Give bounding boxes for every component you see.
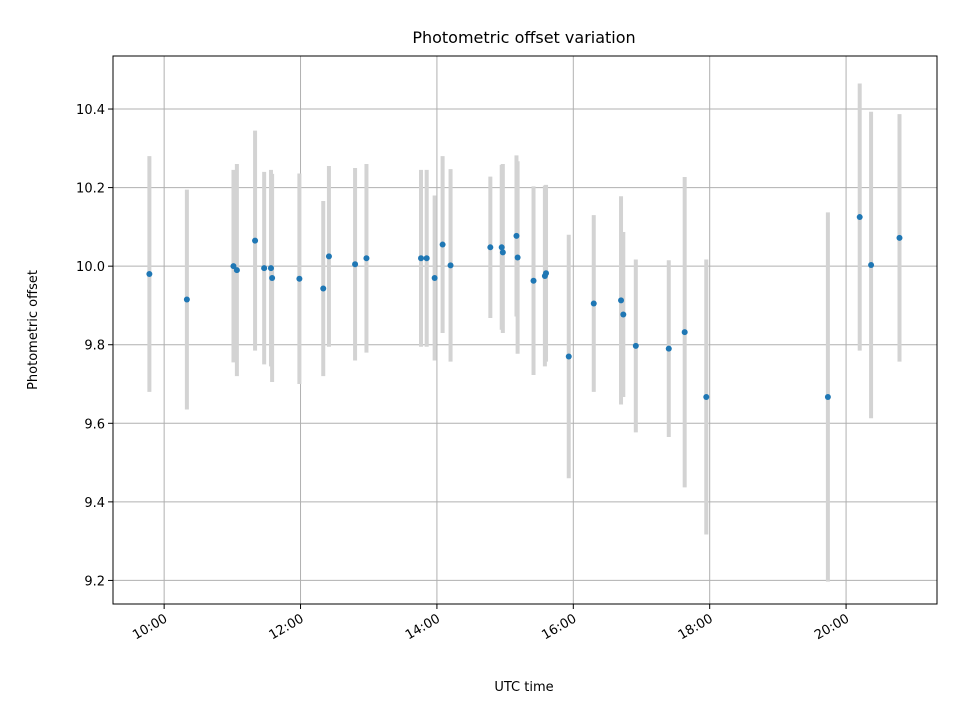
data-point <box>565 353 572 360</box>
x-axis-label: UTC time <box>494 680 553 695</box>
data-point <box>856 214 863 221</box>
data-point <box>543 270 550 277</box>
data-point <box>431 274 438 281</box>
y-axis-label: Photometric offset <box>26 270 41 390</box>
x-tick-label: 20:00 <box>812 611 852 643</box>
y-tick-label: 9.2 <box>84 574 105 589</box>
data-point <box>363 255 370 262</box>
y-tick-layer: 9.2 9.4 9.6 9.8 10.0 10.2 10.4 <box>76 103 113 589</box>
data-point <box>530 277 537 284</box>
data-point <box>447 262 454 269</box>
errorbar-layer <box>147 83 902 582</box>
data-point <box>267 265 274 272</box>
data-point <box>499 249 506 256</box>
plot-frame <box>112 55 938 605</box>
data-point <box>868 261 875 268</box>
data-point <box>620 311 627 318</box>
data-point <box>681 329 688 336</box>
data-point <box>418 255 425 262</box>
data-point <box>498 244 505 251</box>
data-point <box>325 253 332 260</box>
y-tick-label: 10.2 <box>76 182 105 197</box>
data-point <box>230 263 237 270</box>
y-tick-label: 9.8 <box>84 339 105 354</box>
data-point <box>665 345 672 352</box>
data-point <box>632 342 639 349</box>
data-point <box>269 274 276 281</box>
point-layer <box>146 214 903 400</box>
data-point <box>618 297 625 304</box>
data-point <box>183 296 190 303</box>
data-point <box>261 265 268 272</box>
data-point <box>233 267 240 274</box>
data-point <box>146 271 153 278</box>
data-point <box>252 237 259 244</box>
data-point <box>824 393 831 400</box>
grid-layer <box>113 56 937 604</box>
x-tick-label: 12:00 <box>267 611 307 643</box>
data-point <box>423 255 430 262</box>
data-point <box>590 300 597 307</box>
data-point <box>896 234 903 241</box>
data-point <box>352 261 359 268</box>
x-tick-label: 16:00 <box>539 611 579 643</box>
data-point <box>487 244 494 251</box>
x-tick-layer: 10:00 12:00 14:00 16:00 18:00 20:00 <box>130 604 852 643</box>
data-point <box>513 232 520 239</box>
y-tick-label: 10.4 <box>76 103 105 118</box>
data-point <box>439 241 446 248</box>
x-tick-label: 18:00 <box>676 611 716 643</box>
x-tick-label: 10:00 <box>130 611 170 643</box>
y-tick-label: 9.6 <box>84 417 105 432</box>
y-tick-label: 10.0 <box>76 260 105 275</box>
data-point <box>296 275 303 282</box>
chart-title: Photometric offset variation <box>412 28 635 47</box>
data-point <box>320 285 327 292</box>
data-point <box>514 254 521 261</box>
y-tick-label: 9.4 <box>84 496 105 511</box>
data-point <box>703 393 710 400</box>
x-tick-label: 14:00 <box>403 611 443 643</box>
